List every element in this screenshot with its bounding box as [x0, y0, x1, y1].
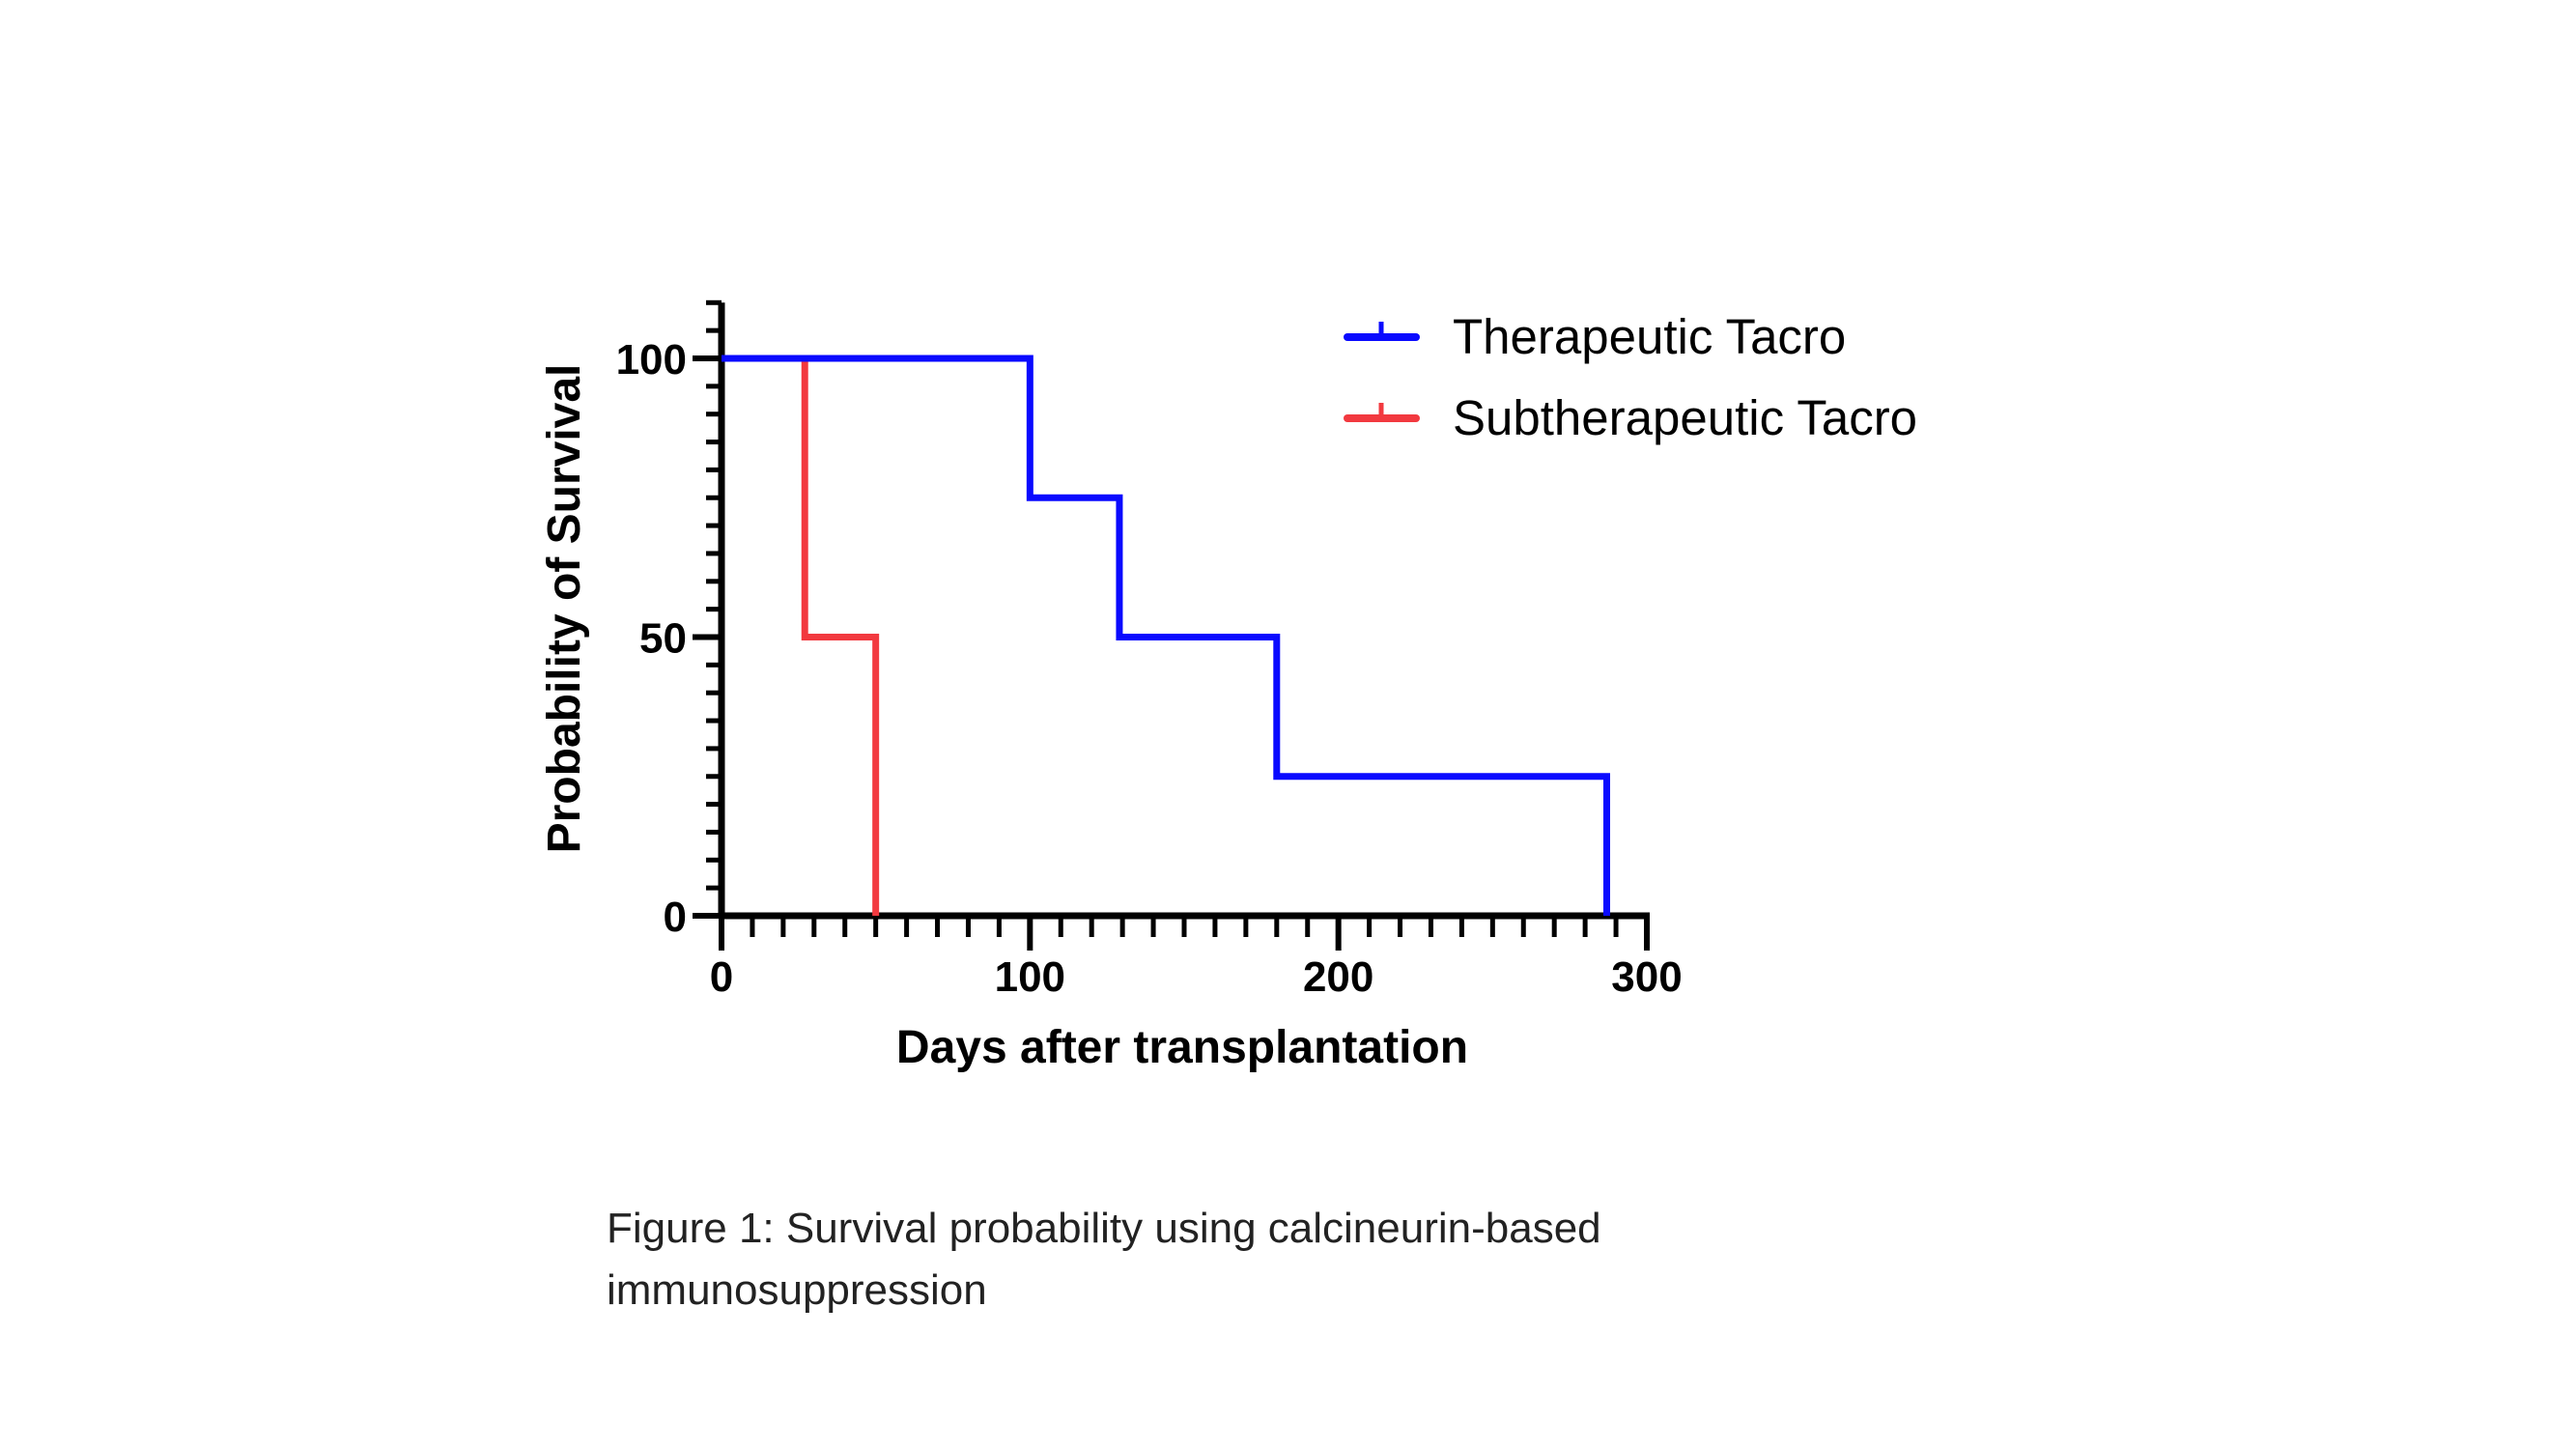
y-axis-label: Probability of Survival	[539, 364, 590, 854]
x-tick-label: 0	[710, 953, 733, 1001]
x-axis-label: Days after transplantation	[896, 1022, 1468, 1073]
series-group	[722, 355, 1610, 916]
x-tick-label: 100	[995, 953, 1065, 1001]
legend: Therapeutic Tacro Subtherapeutic Tacro	[1344, 309, 1917, 445]
figure-caption: Figure 1: Survival probability using cal…	[607, 1198, 1766, 1321]
caption-line-1: Figure 1: Survival probability using cal…	[607, 1205, 1601, 1252]
y-tick-label: 0	[664, 894, 687, 941]
y-tick-label: 50	[639, 615, 687, 663]
caption-line-2: immunosuppression	[607, 1266, 987, 1314]
y-tick-label: 100	[616, 336, 687, 384]
x-tick-label: 200	[1303, 953, 1373, 1001]
survival-curve-therapeutic-tacro	[722, 355, 1610, 916]
legend-label: Subtherapeutic Tacro	[1453, 390, 1917, 445]
survival-curve-subtherapeutic-tacro	[722, 355, 880, 916]
x-tick-label: 300	[1611, 953, 1682, 1001]
legend-label: Therapeutic Tacro	[1453, 309, 1846, 364]
